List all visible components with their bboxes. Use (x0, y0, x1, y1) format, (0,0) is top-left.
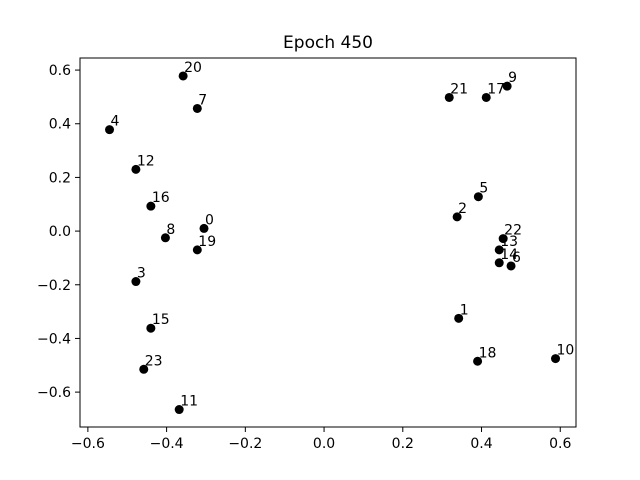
y-tick-label: 0.6 (49, 63, 71, 79)
axes-frame (79, 57, 577, 428)
x-axis: −0.6 −0.4 −0.2 0.0 0.2 0.4 0.6 (71, 427, 571, 452)
data-point-label-14: 14 (500, 247, 518, 263)
x-tick-label: 0.2 (392, 436, 414, 452)
data-point-15 (146, 323, 156, 333)
data-point-4 (105, 125, 115, 135)
data-point-1 (454, 313, 464, 323)
data-point-label-5: 5 (479, 181, 488, 197)
x-tick-label: 0.0 (313, 436, 335, 452)
data-point-9 (502, 81, 512, 91)
x-tick-label: −0.2 (228, 436, 262, 452)
data-point-label-6: 6 (512, 250, 521, 266)
x-tick-label: −0.6 (71, 436, 105, 452)
data-point-label-7: 7 (198, 92, 207, 108)
data-point-0 (199, 223, 209, 233)
y-tick-label: 0.4 (49, 117, 71, 133)
data-point-label-2: 2 (458, 201, 467, 217)
data-point-3 (131, 277, 141, 287)
x-tick-label: −0.4 (150, 436, 184, 452)
data-point-label-4: 4 (111, 114, 120, 130)
data-point-22 (498, 234, 508, 244)
data-point-label-1: 1 (460, 302, 469, 318)
x-tick-label: 0.4 (470, 436, 492, 452)
y-tick-label: −0.4 (37, 331, 71, 347)
data-point-label-22: 22 (504, 223, 522, 239)
y-tick-label: 0.0 (49, 224, 71, 240)
data-point-label-10: 10 (557, 343, 575, 359)
y-tick-label: −0.2 (37, 278, 71, 294)
data-point-17 (481, 92, 491, 102)
data-point-11 (174, 405, 184, 415)
data-point-label-23: 23 (145, 353, 163, 369)
data-point-label-8: 8 (166, 222, 175, 238)
data-point-13 (494, 245, 504, 255)
data-point-10 (551, 354, 561, 364)
y-tick-label: −0.6 (37, 385, 71, 401)
data-point-label-0: 0 (205, 212, 214, 228)
data-point-label-9: 9 (508, 70, 517, 86)
data-point-19 (192, 245, 202, 255)
data-point-14 (494, 258, 504, 268)
data-point-20 (178, 71, 188, 81)
data-point-label-20: 20 (184, 60, 202, 76)
data-point-label-15: 15 (152, 312, 170, 328)
data-point-23 (139, 364, 149, 374)
data-point-7 (192, 103, 202, 113)
data-point-18 (473, 356, 483, 366)
data-point-8 (160, 233, 170, 243)
data-point-12 (131, 164, 141, 174)
x-tick-label: 0.6 (549, 436, 571, 452)
data-point-5 (473, 192, 483, 202)
data-point-label-11: 11 (180, 394, 198, 410)
data-point-16 (146, 201, 156, 211)
data-point-label-17: 17 (487, 81, 505, 97)
data-point-label-19: 19 (198, 234, 216, 250)
data-point-label-18: 18 (479, 345, 497, 361)
data-point-label-3: 3 (137, 266, 146, 282)
data-point-label-12: 12 (137, 153, 155, 169)
data-point-6 (506, 261, 516, 271)
data-point-label-16: 16 (152, 190, 170, 206)
data-point-2 (452, 212, 462, 222)
data-point-label-21: 21 (450, 81, 468, 97)
y-tick-label: 0.2 (49, 170, 71, 186)
chart-title: Epoch 450 (283, 33, 373, 53)
y-axis: −0.6 −0.4 −0.2 0.0 0.2 0.4 0.6 (37, 63, 80, 401)
data-point-21 (444, 92, 454, 102)
